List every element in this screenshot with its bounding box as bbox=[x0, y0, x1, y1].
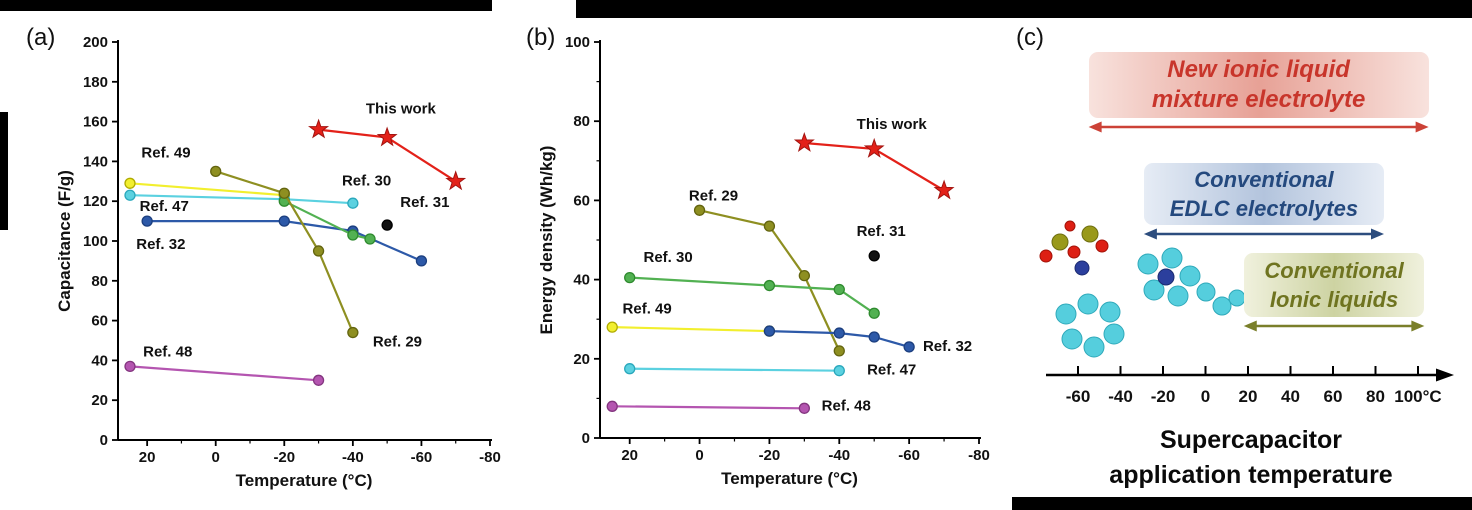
svg-text:-60: -60 bbox=[411, 449, 433, 466]
top-right-black-bar bbox=[576, 0, 1472, 18]
svg-text:-60: -60 bbox=[1066, 387, 1091, 406]
series-ref-31: Ref. 31 bbox=[857, 223, 906, 262]
svg-text:0: 0 bbox=[1201, 387, 1210, 406]
panel-c-label: (c) bbox=[1016, 24, 1044, 51]
svg-text:Ref. 49: Ref. 49 bbox=[141, 144, 190, 161]
ionic-liquids-range-band: Conventional Ionic liquids bbox=[1243, 253, 1425, 317]
svg-text:100: 100 bbox=[83, 233, 108, 250]
svg-text:Temperature (°C): Temperature (°C) bbox=[236, 471, 373, 490]
series-ref-30: Ref. 30 bbox=[624, 249, 880, 319]
panel-b-label: (b) bbox=[526, 24, 556, 51]
svg-text:Energy density (Wh/kg): Energy density (Wh/kg) bbox=[537, 146, 556, 335]
new-ionic-liquid-range-band: New ionic liquid mixture electrolyte bbox=[1088, 52, 1429, 118]
svg-text:20: 20 bbox=[621, 447, 638, 464]
axes: 20 0 -20 -40 -60 -800204060801001201401601802… bbox=[55, 34, 501, 490]
top-left-black-bar bbox=[0, 0, 492, 11]
series-ref-31: Ref. 31 bbox=[381, 194, 449, 231]
svg-text:0: 0 bbox=[212, 449, 220, 466]
svg-text:140: 140 bbox=[83, 153, 108, 170]
svg-text:-20: -20 bbox=[1151, 387, 1176, 406]
svg-text:60: 60 bbox=[91, 313, 108, 330]
svg-text:40: 40 bbox=[573, 272, 590, 289]
temperature-axis: -60 -40 -20 0 20 40 60 80 100°C bbox=[1046, 366, 1454, 406]
svg-text:80: 80 bbox=[91, 273, 108, 290]
caption-line-1: Supercapacitor bbox=[1159, 426, 1342, 454]
svg-text:Ref. 31: Ref. 31 bbox=[857, 223, 906, 240]
svg-text:-20: -20 bbox=[273, 449, 295, 466]
svg-text:-60: -60 bbox=[898, 447, 920, 464]
series-ref-29: Ref. 29 bbox=[689, 187, 845, 357]
svg-text:100: 100 bbox=[565, 34, 590, 51]
svg-text:Capacitance (F/g): Capacitance (F/g) bbox=[55, 170, 74, 312]
range-double-arrow bbox=[1143, 228, 1384, 240]
svg-text:Ref. 32: Ref. 32 bbox=[923, 338, 972, 355]
svg-text:Ref. 47: Ref. 47 bbox=[140, 198, 189, 215]
svg-text:160: 160 bbox=[83, 114, 108, 131]
svg-text:20: 20 bbox=[139, 449, 156, 466]
svg-text:Ref. 29: Ref. 29 bbox=[373, 333, 422, 350]
svg-text:100°C: 100°C bbox=[1394, 387, 1441, 406]
svg-text:60: 60 bbox=[1324, 387, 1343, 406]
svg-text:20: 20 bbox=[1239, 387, 1258, 406]
svg-text:Ref. 29: Ref. 29 bbox=[689, 187, 738, 204]
svg-text:20: 20 bbox=[91, 392, 108, 409]
temperature-axis-graphic: -60 -40 -20 0 20 40 60 80 100°C bbox=[1039, 121, 1454, 406]
capacitance-chart: 20 0 -20 -40 -60 -800204060801001201401601802… bbox=[55, 34, 501, 490]
bottom-right-black-bar bbox=[1012, 497, 1472, 510]
svg-text:-80: -80 bbox=[479, 449, 501, 466]
series-ref-30: Ref. 30 bbox=[278, 172, 391, 245]
svg-text:0: 0 bbox=[100, 432, 108, 449]
svg-text:This work: This work bbox=[857, 116, 928, 133]
svg-text:40: 40 bbox=[1281, 387, 1300, 406]
series-this-work: This work bbox=[308, 101, 467, 191]
series-ref-48: Ref. 48 bbox=[124, 343, 325, 386]
svg-text:Temperature (°C): Temperature (°C) bbox=[721, 469, 858, 488]
axes: 20 0 -20 -40 -60 -80 0 20 40 60 80 100 Temperature (… bbox=[537, 34, 990, 488]
edlc-electrolytes-range-band: Conventional EDLC electrolytes bbox=[1143, 163, 1384, 225]
series-ref-47: Ref. 47 bbox=[624, 362, 916, 379]
svg-text:60: 60 bbox=[573, 192, 590, 209]
series-ref-49: Ref. 49 bbox=[124, 144, 290, 201]
series-ref-32: Ref. 32 bbox=[763, 325, 972, 355]
panel-a-label: (a) bbox=[26, 24, 56, 51]
series-ref-47: Ref. 47 bbox=[124, 189, 359, 215]
series-ref-48: Ref. 48 bbox=[606, 397, 871, 414]
svg-text:Ref. 47: Ref. 47 bbox=[867, 362, 916, 379]
svg-text:-20: -20 bbox=[759, 447, 781, 464]
svg-text:200: 200 bbox=[83, 34, 108, 51]
svg-text:-40: -40 bbox=[1108, 387, 1133, 406]
svg-text:Ref. 48: Ref. 48 bbox=[143, 343, 192, 360]
svg-text:0: 0 bbox=[695, 447, 703, 464]
svg-text:80: 80 bbox=[573, 113, 590, 130]
left-edge-black-bar bbox=[0, 112, 8, 230]
svg-text:Ref. 30: Ref. 30 bbox=[644, 249, 693, 266]
energy-density-chart: 20 0 -20 -40 -60 -80 0 20 40 60 80 100 Temperature (… bbox=[537, 34, 990, 488]
svg-text:40: 40 bbox=[91, 352, 108, 369]
svg-text:-40: -40 bbox=[342, 449, 364, 466]
series-ref-29: Ref. 29 bbox=[210, 165, 422, 350]
series-ref-49: Ref. 49 bbox=[606, 300, 776, 337]
svg-text:0: 0 bbox=[582, 430, 590, 447]
svg-text:-40: -40 bbox=[828, 447, 850, 464]
svg-text:120: 120 bbox=[83, 193, 108, 210]
series-this-work: This work bbox=[793, 116, 955, 200]
svg-text:180: 180 bbox=[83, 74, 108, 91]
svg-text:20: 20 bbox=[573, 351, 590, 368]
svg-text:Ref. 32: Ref. 32 bbox=[136, 236, 185, 253]
svg-text:-80: -80 bbox=[968, 447, 990, 464]
svg-text:Ref. 49: Ref. 49 bbox=[623, 300, 672, 317]
svg-text:Ref. 30: Ref. 30 bbox=[342, 172, 391, 189]
svg-text:This work: This work bbox=[366, 101, 437, 118]
ionic-liquid-molecule-graphic bbox=[1039, 220, 1246, 358]
temperature-range-panel: -60 -40 -20 0 20 40 60 80 100°C New ionic liquid… bbox=[1030, 30, 1472, 508]
caption-line-2: application temperature bbox=[1109, 461, 1393, 489]
range-double-arrow bbox=[1088, 121, 1429, 133]
svg-text:Ref. 48: Ref. 48 bbox=[822, 397, 871, 414]
svg-text:Ref. 31: Ref. 31 bbox=[400, 194, 449, 211]
series-ref-32: Ref. 32 bbox=[136, 215, 428, 267]
svg-text:80: 80 bbox=[1366, 387, 1385, 406]
range-double-arrow bbox=[1243, 320, 1425, 332]
